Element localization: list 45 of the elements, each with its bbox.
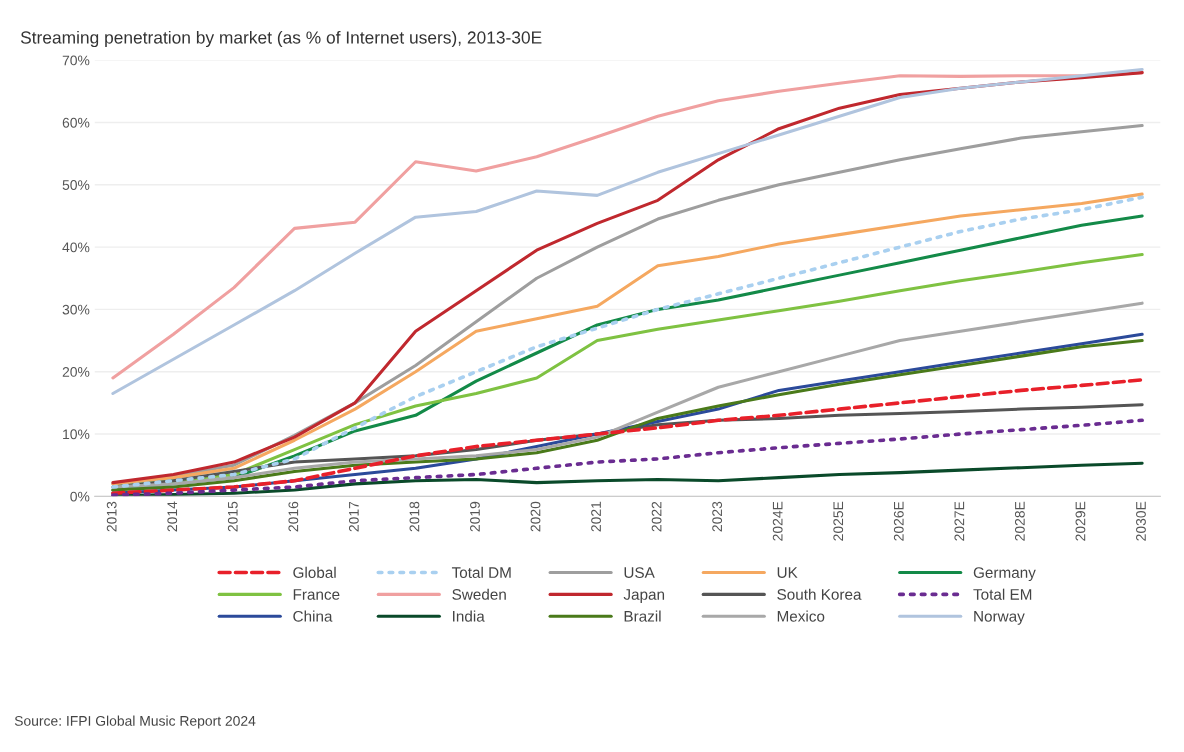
legend-label: Mexico bbox=[777, 610, 825, 622]
x-tick-label: 2030E bbox=[1136, 501, 1146, 541]
chart-title: Streaming penetration by market (as % of Internet users), 2013-30E bbox=[20, 30, 542, 48]
x-tick-label: 2018 bbox=[409, 501, 420, 532]
legend-label: Japan bbox=[623, 589, 665, 603]
x-tick-label: 2021 bbox=[591, 501, 601, 532]
x-tick-label: 2015 bbox=[227, 501, 238, 532]
x-tick-label: 2020 bbox=[530, 501, 541, 532]
y-tick-label: 30% bbox=[62, 304, 90, 315]
x-tick-label: 2027E bbox=[954, 501, 965, 541]
y-tick-label: 0% bbox=[70, 491, 90, 502]
x-tick-label: 2014 bbox=[167, 501, 178, 532]
legend-label: Germany bbox=[973, 567, 1036, 582]
x-tick-label: 2016 bbox=[288, 501, 299, 532]
legend-label: India bbox=[453, 610, 485, 622]
legend-label: Brazil bbox=[624, 610, 661, 622]
line-series bbox=[111, 418, 1144, 497]
y-tick-label: 60% bbox=[62, 117, 90, 128]
source-note: Source: IFPI Global Music Report 2024 bbox=[14, 715, 256, 729]
x-tick-label: 2029E bbox=[1075, 501, 1086, 541]
legend-label: France bbox=[293, 589, 340, 600]
legend-label: USA bbox=[624, 567, 655, 578]
line-series bbox=[111, 377, 1144, 496]
legend-label: Sweden bbox=[452, 588, 506, 600]
x-tick-label: 2017 bbox=[348, 501, 359, 532]
y-tick-label: 50% bbox=[62, 180, 90, 190]
x-tick-label: 2028E bbox=[1014, 501, 1025, 541]
y-tick-label: 40% bbox=[62, 242, 90, 253]
x-tick-label: 2019 bbox=[470, 501, 480, 532]
x-tick-label: 2025E bbox=[833, 501, 844, 541]
y-tick-label: 10% bbox=[63, 429, 90, 440]
legend-label: Norway bbox=[974, 611, 1025, 625]
legend-label: Global bbox=[293, 566, 336, 578]
legend-label: China bbox=[293, 610, 333, 622]
legend-label: UK bbox=[777, 567, 798, 578]
x-tick-label: 2013 bbox=[106, 501, 117, 532]
legend-label: Total EM bbox=[973, 588, 1032, 600]
legend-label: Total DM bbox=[451, 566, 511, 578]
y-tick-label: 20% bbox=[62, 367, 90, 377]
x-tick-label: 2026E bbox=[893, 501, 904, 541]
x-tick-label: 2024E bbox=[772, 501, 783, 541]
x-tick-label: 2022 bbox=[651, 501, 662, 532]
legend-label: South Korea bbox=[777, 588, 862, 600]
y-tick-label: 70% bbox=[62, 55, 90, 66]
x-tick-label: 2023 bbox=[712, 501, 723, 532]
